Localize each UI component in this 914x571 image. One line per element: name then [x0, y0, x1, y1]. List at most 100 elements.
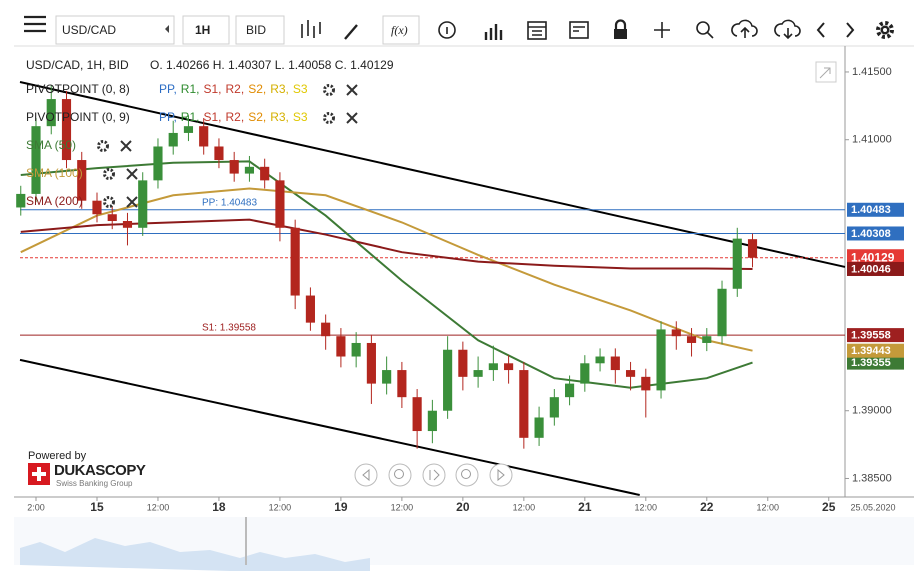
candle-body	[641, 376, 651, 391]
candle-body	[580, 363, 590, 384]
y-tick-label: 1.41000	[852, 134, 892, 146]
nav-left-icon	[362, 468, 370, 482]
candle-body	[351, 342, 361, 357]
remove-icon[interactable]	[126, 168, 138, 180]
news-button[interactable]	[569, 21, 589, 39]
y-tick-label: 1.38500	[852, 472, 892, 484]
candle-body	[656, 329, 666, 391]
candle-body	[443, 349, 453, 411]
prev-button[interactable]	[816, 22, 825, 38]
draw-button[interactable]	[344, 24, 358, 40]
candle-body	[534, 417, 544, 438]
plot: 1.41500 1.41000 1.39000 1.38500 2:00 15 12:00 1…	[16, 66, 904, 514]
nav-reset-icon	[429, 469, 440, 481]
level-price-label: 1.40308	[851, 228, 891, 240]
nav-left[interactable]	[354, 463, 378, 487]
candle-body	[46, 99, 56, 127]
candle-body	[397, 370, 407, 398]
side[interactable]: BID	[246, 23, 266, 37]
chart-type-button[interactable]	[301, 20, 321, 38]
candle-body	[290, 227, 300, 296]
candle-body	[199, 126, 209, 147]
menu-button[interactable]	[24, 15, 46, 33]
indicator-item: S3	[293, 82, 308, 96]
nav-zoom-out[interactable]	[388, 463, 412, 487]
candle-body	[565, 383, 575, 398]
level-price-label: 1.40483	[851, 204, 891, 216]
lock-button[interactable]	[614, 19, 627, 39]
candle-body	[153, 146, 163, 181]
indicator-name: PIVOTPOINT (0, 9)	[26, 110, 130, 124]
period-box[interactable]	[182, 15, 230, 45]
nav-right[interactable]	[489, 463, 513, 487]
candle-body	[31, 126, 41, 194]
remove-icon[interactable]	[346, 112, 358, 124]
nav-reset[interactable]	[422, 463, 446, 487]
date-label: 25.05.2020	[850, 502, 895, 512]
x-tick-label: 12:00	[147, 502, 170, 512]
candle-body	[336, 336, 346, 357]
next-button[interactable]	[846, 22, 855, 38]
fx-box[interactable]	[382, 15, 420, 45]
upload-button[interactable]	[731, 19, 758, 38]
volume-button[interactable]	[484, 24, 503, 40]
remove-icon[interactable]	[346, 84, 358, 96]
symbol-box[interactable]	[55, 15, 175, 45]
candle-body	[717, 288, 727, 337]
candle-body	[382, 370, 392, 384]
indicator-item: S2,	[248, 110, 266, 124]
info-button[interactable]	[438, 21, 456, 39]
y-tick-label: 1.41500	[852, 66, 892, 78]
indicator-item: R3,	[270, 82, 289, 96]
sma-price-box	[847, 355, 904, 370]
crosshair-button[interactable]	[654, 22, 670, 38]
settings-button[interactable]	[876, 21, 894, 39]
settings-icon[interactable]	[323, 84, 335, 96]
symbol[interactable]: USD/CAD	[62, 23, 116, 37]
candle-body	[244, 166, 255, 174]
candle-body	[107, 214, 117, 222]
brand-name: DUKASCOPY	[54, 462, 146, 479]
nav-zoom-in[interactable]	[455, 463, 479, 487]
remove-icon[interactable]	[126, 196, 138, 208]
candle-body	[275, 180, 285, 228]
settings-icon[interactable]	[103, 196, 115, 208]
settings-icon[interactable]	[323, 112, 335, 124]
settings-icon[interactable]	[97, 140, 109, 152]
trendline	[19, 81, 846, 268]
x-tick-label: 22	[700, 500, 714, 514]
fx-button[interactable]: f(x)	[391, 23, 408, 37]
candle-body	[519, 370, 529, 438]
level-price-label: 1.39558	[851, 330, 891, 342]
candle-body	[702, 336, 712, 343]
nav-right-icon	[497, 468, 505, 482]
zoom-button[interactable]	[696, 21, 714, 39]
indicator-item: R3,	[270, 110, 289, 124]
x-tick-label: 25	[822, 500, 836, 514]
candle-body	[229, 160, 239, 174]
remove-icon[interactable]	[120, 140, 132, 152]
indicator-item: R1,	[181, 82, 200, 96]
nav-zoom-out-icon	[394, 469, 404, 479]
x-tick-label: 12:00	[513, 502, 536, 512]
x-tick-label: 19	[334, 500, 348, 514]
indicator-name: PIVOTPOINT (0, 8)	[26, 82, 130, 96]
indicator-item: R2,	[226, 110, 245, 124]
legend-entry: SMA (50)	[26, 138, 76, 152]
level-price-box	[847, 226, 904, 241]
header-ohlc: O. 1.40266 H. 1.40307 L. 1.40058 C. 1.40…	[150, 58, 394, 72]
side-box[interactable]	[235, 15, 285, 45]
settings-icon[interactable]	[103, 168, 115, 180]
level-text: PP: 1.40483	[202, 197, 257, 208]
candle-body	[183, 126, 194, 133]
download-button[interactable]	[774, 19, 801, 40]
candle-body	[61, 99, 72, 161]
x-tick-label: 12:00	[391, 502, 414, 512]
navigator-handle[interactable]	[245, 517, 247, 565]
period[interactable]: 1H	[195, 23, 210, 37]
nav-controls	[354, 463, 513, 487]
candle-body	[260, 166, 270, 181]
calendar-button[interactable]	[527, 21, 547, 40]
legend: PIVOTPOINT (0, 8) PP, R1, S1, R2, S2, R3, S3 PIV…	[26, 82, 358, 208]
